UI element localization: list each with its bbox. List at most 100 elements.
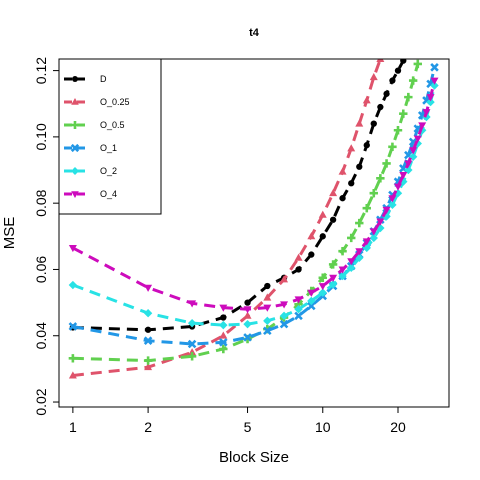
- data-point: [394, 183, 402, 191]
- data-point: [376, 174, 385, 183]
- legend-item: O_4: [64, 189, 117, 199]
- data-point: [243, 311, 252, 319]
- data-point: [144, 326, 152, 333]
- data-point: [220, 314, 227, 321]
- x-tick-label: 20: [390, 419, 406, 435]
- data-point: [307, 301, 316, 311]
- data-point: [243, 319, 252, 329]
- data-point: [370, 120, 377, 127]
- data-point: [187, 318, 197, 328]
- data-point: [362, 203, 371, 213]
- legend-item: O_2: [64, 166, 117, 176]
- legend-marker: [71, 98, 79, 105]
- data-point: [338, 271, 347, 281]
- y-tick-label: 0.06: [33, 256, 49, 283]
- data-point: [243, 333, 252, 342]
- data-point: [369, 233, 378, 243]
- data-point: [408, 76, 418, 85]
- data-point: [244, 299, 251, 306]
- data-point: [144, 284, 153, 292]
- data-point: [382, 206, 391, 214]
- y-tick-label: 0.04: [33, 322, 49, 349]
- data-point: [338, 247, 347, 256]
- series-o-4: [68, 77, 439, 314]
- data-point: [362, 238, 371, 246]
- data-point: [339, 195, 346, 202]
- y-tick-label: 0.12: [33, 57, 49, 84]
- legend-item: O_1: [64, 143, 117, 153]
- data-point: [295, 266, 302, 273]
- data-point: [143, 356, 153, 365]
- data-point: [329, 216, 337, 223]
- legend-item: D: [64, 74, 107, 84]
- data-point: [338, 167, 347, 175]
- data-point: [356, 163, 363, 170]
- data-point: [409, 147, 418, 155]
- data-point: [347, 263, 356, 272]
- data-point: [347, 258, 356, 266]
- data-point: [319, 233, 326, 240]
- legend-label: O_1: [100, 143, 117, 153]
- data-point: [413, 135, 422, 143]
- data-point: [219, 304, 228, 312]
- data-point: [404, 160, 413, 168]
- data-point: [318, 210, 327, 218]
- x-tick-label: 5: [244, 419, 252, 435]
- data-point: [308, 251, 315, 258]
- data-point: [318, 283, 327, 291]
- x-axis: 1 2 5 10 20: [69, 406, 406, 435]
- data-point: [68, 371, 77, 379]
- data-point: [143, 309, 153, 318]
- data-point: [318, 273, 327, 282]
- legend-label: O_4: [100, 189, 117, 199]
- y-tick-label: 0.02: [33, 388, 49, 415]
- data-point: [388, 142, 397, 152]
- x-tick-label: 2: [144, 419, 152, 435]
- x-tick-label: 10: [315, 419, 331, 435]
- data-point: [307, 232, 316, 240]
- data-point: [307, 289, 316, 297]
- data-point: [355, 248, 364, 256]
- x-axis-label: Block Size: [219, 449, 289, 466]
- legend-label: O_0.5: [100, 120, 125, 130]
- y-axis-label: MSE: [1, 217, 18, 250]
- legend-marker: [71, 191, 79, 198]
- legend-item: O_0.5: [64, 120, 125, 130]
- data-point: [219, 331, 228, 339]
- data-point: [144, 363, 153, 371]
- data-point: [430, 77, 439, 85]
- data-point: [362, 96, 371, 104]
- legend-label: D: [100, 74, 107, 84]
- data-point: [376, 59, 385, 62]
- data-point: [68, 280, 78, 290]
- data-point: [338, 266, 347, 274]
- data-point: [307, 296, 316, 306]
- data-point: [426, 94, 435, 102]
- data-point: [280, 301, 289, 309]
- legend-marker: [71, 167, 79, 175]
- data-point: [376, 218, 385, 226]
- data-point: [369, 73, 378, 81]
- y-axis: 0.02 0.04 0.06 0.08 0.10 0.12: [33, 57, 59, 416]
- data-point: [68, 244, 77, 253]
- data-point: [328, 280, 338, 289]
- legend-box: [58, 58, 162, 215]
- data-point: [219, 344, 228, 354]
- data-point: [382, 159, 391, 168]
- data-point: [348, 180, 355, 187]
- data-point: [243, 306, 252, 314]
- data-point: [413, 59, 422, 69]
- data-point: [363, 142, 370, 149]
- data-point: [187, 339, 197, 349]
- data-point: [279, 311, 289, 321]
- series-line: [72, 80, 436, 311]
- series-line: [72, 63, 420, 363]
- data-point: [426, 97, 435, 107]
- series-o-0-25: [68, 59, 385, 379]
- data-point: [422, 109, 431, 117]
- series-line: [72, 66, 436, 346]
- data-point: [347, 144, 356, 152]
- data-point: [404, 92, 413, 102]
- series-line: [72, 59, 405, 332]
- data-point: [187, 352, 197, 361]
